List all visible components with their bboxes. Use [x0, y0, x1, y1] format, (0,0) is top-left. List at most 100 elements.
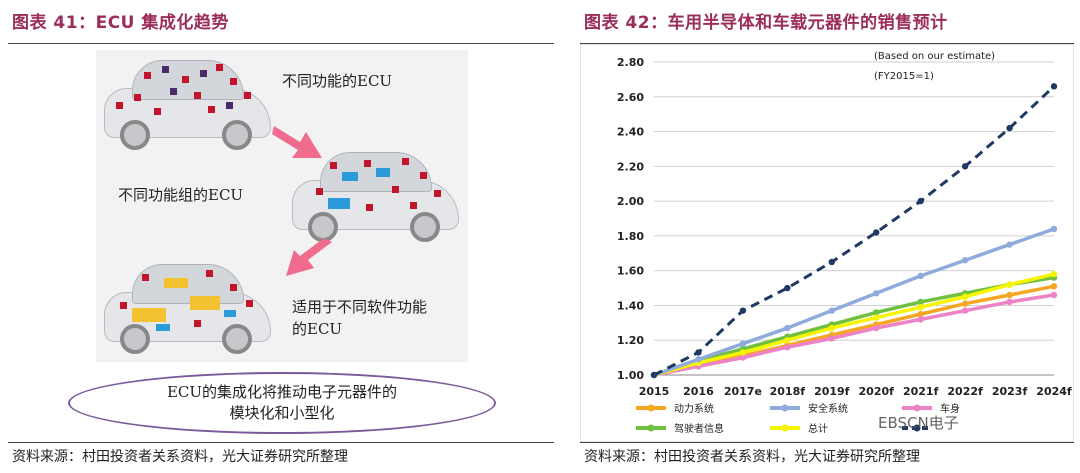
chart-series [650, 83, 1058, 379]
summary-line1: ECU的集成化将推动电子元器件的 [166, 383, 398, 401]
x-tick-label: 2016 [683, 385, 714, 398]
data-point [1006, 291, 1013, 299]
car2-label: 不同功能组的ECU [118, 186, 244, 204]
x-tick-label: 2020f [859, 385, 895, 398]
x-tick-label: 2024f [1036, 385, 1072, 398]
data-point [828, 307, 835, 314]
y-tick-label: 1.40 [617, 299, 644, 312]
data-point [873, 309, 880, 316]
car3-label: 适用于不同软件功能 的ECU [292, 296, 427, 340]
chart-frame [580, 44, 1074, 442]
y-tick-label: 2.80 [617, 56, 644, 69]
y-tick-label: 2.20 [617, 160, 644, 173]
sales-forecast-chart: 1.00 1.20 1.40 1.60 1.80 2.00 2.20 2.40 2.60 2.80… [580, 44, 1074, 442]
car-distributed-ecu [104, 58, 274, 150]
data-point [1050, 291, 1058, 299]
data-point [695, 349, 702, 356]
data-point [961, 257, 969, 264]
series-line [653, 272, 1055, 377]
y-tick-label: 1.00 [617, 369, 644, 382]
data-point [828, 335, 835, 342]
series-line [653, 293, 1055, 377]
x-axis-ticks: 2015 2016 2017e 2018f 2019f 2020f 2021f 2022f 20… [639, 385, 1072, 398]
y-tick-label: 2.00 [617, 195, 644, 208]
data-point [1050, 270, 1058, 278]
data-point [1050, 83, 1058, 90]
data-point [828, 324, 835, 332]
y-axis-ticks: 1.00 1.20 1.40 1.60 1.80 2.00 2.20 2.40 2.60 2.80 [617, 56, 644, 382]
data-point [961, 293, 969, 300]
x-tick-label: 2019f [814, 385, 850, 398]
arrow-down-left-icon [286, 238, 332, 276]
data-point [695, 356, 702, 363]
left-title-rule [8, 43, 554, 44]
left-figure-title: 图表 41：ECU 集成化趋势 [12, 13, 229, 33]
data-point [784, 343, 791, 351]
data-point [739, 349, 747, 356]
watermark-text: EBSCN电子 [878, 414, 959, 432]
data-point [784, 324, 791, 332]
car1-label: 不同功能的ECU [282, 72, 393, 90]
data-point [873, 229, 880, 236]
chart-annotation-base-year: (FY2015=1) [874, 71, 934, 82]
left-source: 资料来源：村田投资者关系资料，光大证券研究所整理 [12, 449, 348, 465]
right-figure-title: 图表 42：车用半导体和车载元器件的销售预计 [584, 13, 948, 33]
data-point [917, 303, 924, 311]
legend-label: 总计 [808, 422, 828, 435]
legend-label: 驾驶者信息 [674, 422, 724, 435]
summary-oval [68, 372, 496, 434]
car3-label-line2: 的ECU [292, 320, 343, 338]
left-source-rule [8, 442, 554, 443]
chart-annotation-basis: (Based on our estimate) [874, 51, 995, 62]
data-point [873, 290, 880, 297]
chart-grid [654, 61, 1054, 376]
x-tick-label: 2015 [639, 385, 670, 398]
data-point [873, 324, 880, 332]
data-point [1006, 298, 1013, 306]
legend-marker [913, 424, 921, 432]
arrow-down-right-icon [272, 126, 322, 158]
data-point [917, 272, 924, 280]
data-point [961, 300, 969, 307]
data-point [739, 340, 747, 347]
x-tick-label: 2018f [770, 385, 806, 398]
y-tick-label: 2.60 [617, 91, 644, 104]
right-source-rule [580, 442, 1074, 443]
car-integrated-ecu [104, 262, 274, 354]
series-line [653, 227, 1055, 377]
data-point [1050, 283, 1058, 290]
data-point [739, 354, 747, 361]
series-line [653, 85, 1056, 377]
data-point [1006, 241, 1013, 248]
car-grouped-ecu [292, 150, 462, 242]
legend-label: 车身 [940, 402, 960, 415]
legend-label: 动力系统 [674, 402, 714, 415]
data-point [1006, 124, 1013, 132]
data-point [917, 298, 924, 306]
summary-text: ECU的集成化将推动电子元器件的 模块化和小型化 [68, 382, 496, 424]
summary-line2: 模块化和小型化 [229, 404, 335, 422]
legend-marker [913, 404, 921, 412]
data-point [917, 316, 924, 323]
data-point [873, 314, 880, 321]
y-tick-label: 1.80 [617, 230, 644, 243]
data-point [917, 310, 924, 318]
data-point [1050, 225, 1058, 233]
x-tick-label: 2022f [947, 385, 983, 398]
car3-label-line1: 适用于不同软件功能 [292, 298, 428, 316]
data-point [739, 307, 747, 314]
right-source: 资料来源：村田投资者关系资料，光大证券研究所整理 [584, 449, 920, 465]
x-tick-label: 2023f [992, 385, 1028, 398]
x-tick-label: 2017e [724, 385, 762, 398]
data-point [784, 284, 791, 292]
data-point [828, 258, 835, 266]
legend-marker [647, 404, 655, 412]
data-point [961, 307, 969, 314]
y-tick-label: 2.40 [617, 126, 644, 139]
legend-label: 安全系统 [808, 402, 848, 415]
x-tick-label: 2021f [903, 385, 939, 398]
data-point [917, 197, 924, 205]
y-tick-label: 1.60 [617, 265, 644, 278]
legend-marker [647, 424, 655, 432]
y-tick-label: 1.20 [617, 334, 644, 347]
